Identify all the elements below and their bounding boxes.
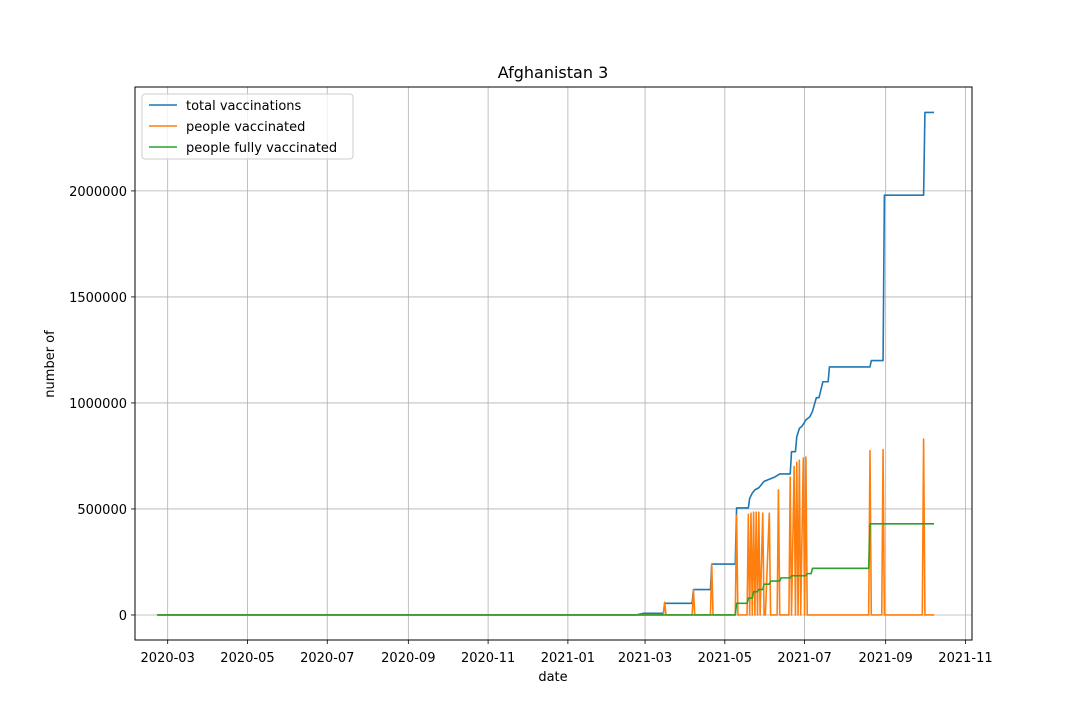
x-tick-label: 2020-05 — [220, 651, 274, 666]
legend: total vaccinations people vaccinated peo… — [141, 93, 354, 160]
series-lines — [157, 111, 935, 616]
x-tick-label: 2021-03 — [618, 651, 672, 666]
x-tick-label: 2020-11 — [461, 651, 515, 666]
x-tick-label: 2021-09 — [859, 651, 913, 666]
legend-label-total-vaccinations: total vaccinations — [186, 99, 302, 114]
x-tick-label: 2020-09 — [381, 651, 435, 666]
legend-label-people-fully-vaccinated: people fully vaccinated — [186, 141, 337, 156]
x-tick-label: 2021-07 — [777, 651, 831, 666]
y-tick-label: 1000000 — [69, 397, 127, 412]
y-tick-label: 500000 — [77, 503, 127, 518]
x-axis-label: date — [538, 670, 567, 685]
y-tick-label: 0 — [119, 609, 127, 624]
axis-ticks: 2020-03 2020-05 2020-07 2020-09 2020-11 2021-… — [69, 185, 993, 666]
y-tick-label: 2000000 — [69, 185, 127, 200]
x-tick-label: 2021-11 — [938, 651, 992, 666]
x-tick-label: 2021-05 — [698, 651, 752, 666]
series-line-people-fully-vaccinated — [157, 522, 935, 616]
x-tick-label: 2020-07 — [300, 651, 354, 666]
chart-title: Afghanistan 3 — [498, 63, 609, 82]
x-tick-label: 2021-01 — [541, 651, 595, 666]
y-tick-label: 1500000 — [69, 291, 127, 306]
plot-frame — [134, 86, 973, 641]
legend-box — [141, 93, 354, 160]
legend-label-people-vaccinated: people vaccinated — [186, 120, 305, 135]
x-tick-label: 2020-03 — [141, 651, 195, 666]
grid-lines — [135, 87, 972, 640]
y-axis-label: number of — [43, 330, 58, 398]
series-line-total-vaccinations — [157, 111, 935, 616]
series-line-people-vaccinated — [157, 438, 935, 616]
